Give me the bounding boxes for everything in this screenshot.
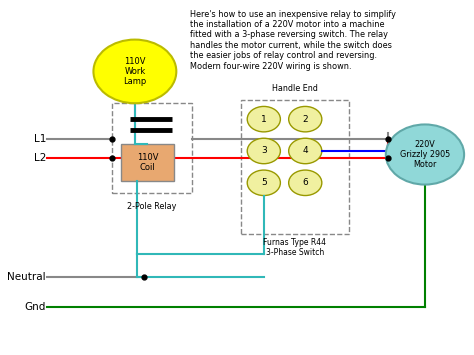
Circle shape [93, 40, 176, 103]
Bar [112, 103, 192, 193]
Bar [121, 144, 174, 181]
Circle shape [289, 170, 322, 196]
Text: 4: 4 [302, 147, 308, 155]
Text: L2: L2 [34, 153, 46, 163]
Text: 220V
Grizzly 2905
Motor: 220V Grizzly 2905 Motor [400, 140, 450, 169]
Text: Here's how to use an inexpensive relay to simplify
the installation of a 220V mo: Here's how to use an inexpensive relay t… [190, 10, 396, 71]
Text: Handle End: Handle End [272, 84, 318, 93]
Circle shape [247, 170, 281, 196]
Circle shape [289, 106, 322, 132]
Text: Gnd: Gnd [25, 301, 46, 312]
Text: 110V
Work
Lamp: 110V Work Lamp [123, 56, 146, 86]
Circle shape [289, 138, 322, 164]
Text: 3: 3 [261, 147, 267, 155]
Text: 2: 2 [302, 115, 308, 124]
Circle shape [247, 106, 281, 132]
Circle shape [386, 125, 464, 185]
Bar [241, 100, 349, 234]
Text: Furnas Type R44
3-Phase Switch: Furnas Type R44 3-Phase Switch [264, 237, 327, 257]
Circle shape [247, 138, 281, 164]
Text: L1: L1 [34, 133, 46, 144]
Text: 2-Pole Relay: 2-Pole Relay [128, 202, 177, 211]
Text: 6: 6 [302, 178, 308, 187]
Text: 1: 1 [261, 115, 267, 124]
Text: 110V
Coil: 110V Coil [137, 153, 158, 172]
Text: Neutral: Neutral [8, 272, 46, 282]
Text: 5: 5 [261, 178, 267, 187]
